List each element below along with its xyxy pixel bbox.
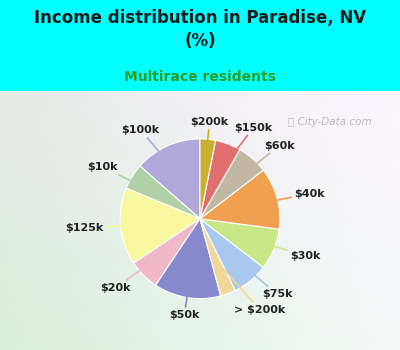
Text: ⓘ City-Data.com: ⓘ City-Data.com [288, 117, 372, 127]
Wedge shape [200, 140, 240, 219]
Wedge shape [134, 219, 200, 285]
Text: Multirace residents: Multirace residents [124, 70, 276, 84]
Text: Income distribution in Paradise, NV
(%): Income distribution in Paradise, NV (%) [34, 9, 366, 50]
Wedge shape [140, 139, 200, 219]
Wedge shape [200, 170, 280, 229]
Text: $50k: $50k [169, 262, 199, 320]
Wedge shape [200, 149, 263, 219]
Text: $10k: $10k [87, 162, 163, 196]
Text: $60k: $60k [229, 140, 295, 186]
Wedge shape [126, 166, 200, 219]
Wedge shape [200, 219, 263, 290]
Wedge shape [200, 219, 235, 296]
Wedge shape [120, 188, 200, 263]
Text: $125k: $125k [65, 223, 156, 233]
Wedge shape [200, 139, 216, 219]
Text: $100k: $100k [122, 125, 182, 179]
Text: $75k: $75k [228, 253, 292, 299]
Text: $150k: $150k [216, 122, 272, 178]
Text: > $200k: > $200k [216, 260, 286, 315]
Text: $200k: $200k [190, 117, 229, 175]
Wedge shape [156, 219, 221, 299]
Wedge shape [200, 219, 279, 267]
Text: $40k: $40k [242, 189, 325, 208]
Text: $20k: $20k [101, 250, 169, 293]
Text: $30k: $30k [240, 236, 320, 261]
